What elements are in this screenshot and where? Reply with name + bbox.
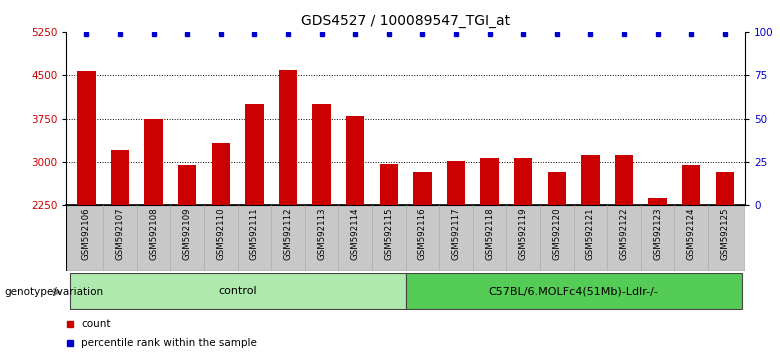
Text: GSM592116: GSM592116 [418,207,427,260]
Bar [346,116,364,335]
Bar [548,172,566,335]
Bar [312,104,331,335]
Bar [380,164,398,335]
Text: GSM592119: GSM592119 [519,207,528,260]
Bar [581,155,600,335]
Text: GSM592109: GSM592109 [183,207,192,260]
Bar [178,165,197,335]
Bar [77,70,96,335]
Text: GSM592107: GSM592107 [115,207,125,260]
Text: control: control [218,286,257,296]
Title: GDS4527 / 100089547_TGI_at: GDS4527 / 100089547_TGI_at [301,14,510,28]
Bar [615,155,633,335]
Text: GSM592121: GSM592121 [586,207,595,260]
Bar [648,198,667,335]
Text: percentile rank within the sample: percentile rank within the sample [81,338,257,348]
Bar [111,150,129,335]
Text: GSM592118: GSM592118 [485,207,494,260]
Text: GSM592124: GSM592124 [686,207,696,260]
Bar [278,70,297,335]
Bar [245,104,264,335]
Bar [69,273,406,309]
Text: GSM592110: GSM592110 [216,207,225,260]
Text: GSM592122: GSM592122 [619,207,629,260]
Bar [144,119,163,335]
Text: GSM592115: GSM592115 [385,207,393,260]
Bar [211,143,230,335]
Bar [447,161,465,335]
Text: GSM592113: GSM592113 [317,207,326,260]
Text: C57BL/6.MOLFc4(51Mb)-Ldlr-/-: C57BL/6.MOLFc4(51Mb)-Ldlr-/- [488,286,658,296]
Text: GSM592114: GSM592114 [351,207,360,260]
Text: GSM592117: GSM592117 [452,207,460,260]
Bar [715,172,734,335]
Text: GSM592120: GSM592120 [552,207,562,260]
Text: GSM592106: GSM592106 [82,207,91,260]
Text: GSM592125: GSM592125 [720,207,729,260]
Bar [413,172,431,335]
Bar [682,165,700,335]
Text: count: count [81,319,111,329]
Text: GSM592123: GSM592123 [653,207,662,260]
Text: GSM592108: GSM592108 [149,207,158,260]
Bar [514,159,533,335]
Text: GSM592111: GSM592111 [250,207,259,260]
Text: GSM592112: GSM592112 [283,207,292,260]
Bar [66,205,745,271]
Bar [406,273,742,309]
Bar [480,158,499,335]
Text: genotype/variation: genotype/variation [4,287,103,297]
